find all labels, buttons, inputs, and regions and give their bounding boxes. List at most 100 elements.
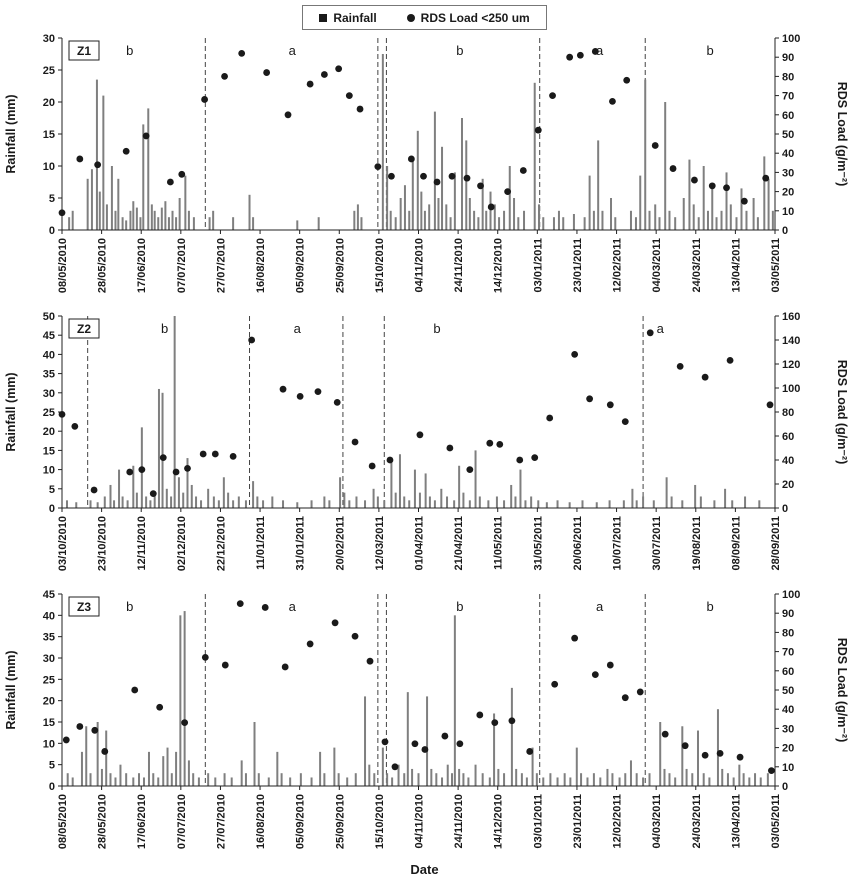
svg-text:23/01/2011: 23/01/2011 <box>572 794 584 848</box>
right-axis-ticks: 0 10 20 30 40 50 60 70 80 90 100 <box>775 589 800 793</box>
chart-panels: 0 5 10 15 20 25 30 0 10 20 30 40 50 60 70 80 90 100 08/05/… <box>0 30 849 864</box>
svg-text:21/04/2011: 21/04/2011 <box>453 516 465 570</box>
svg-text:24/11/2010: 24/11/2010 <box>453 238 465 292</box>
panel-id-box: Z1 <box>68 40 100 61</box>
svg-text:20: 20 <box>782 479 794 491</box>
left-axis-title: Rainfall (mm) <box>4 94 18 173</box>
svg-text:10: 10 <box>43 738 55 750</box>
svg-text:100: 100 <box>782 589 800 601</box>
rds-legend-label: RDS Load <250 um <box>420 10 530 25</box>
svg-text:23/10/2010: 23/10/2010 <box>97 516 109 571</box>
svg-text:b: b <box>706 599 713 614</box>
right-axis-ticks: 0 10 20 30 40 50 60 70 80 90 100 <box>775 33 800 237</box>
svg-text:12/11/2010: 12/11/2010 <box>136 516 148 570</box>
svg-text:0: 0 <box>49 225 55 237</box>
svg-text:15: 15 <box>43 129 55 141</box>
svg-text:80: 80 <box>782 627 794 639</box>
svg-text:Z2: Z2 <box>77 322 91 336</box>
svg-text:05/09/2010: 05/09/2010 <box>295 238 307 293</box>
svg-text:10/07/2011: 10/07/2011 <box>612 516 624 570</box>
svg-text:27/07/2010: 27/07/2010 <box>215 794 227 849</box>
svg-text:13/04/2011: 13/04/2011 <box>730 238 742 292</box>
svg-text:b: b <box>456 599 463 614</box>
period-dividers <box>204 38 646 230</box>
svg-text:03/05/2011: 03/05/2011 <box>770 794 782 848</box>
svg-text:30/07/2011: 30/07/2011 <box>651 516 663 570</box>
svg-text:b: b <box>706 43 713 58</box>
svg-text:03/01/2011: 03/01/2011 <box>532 794 544 848</box>
rds-load-points <box>62 600 775 775</box>
legend-item-rainfall: Rainfall <box>319 10 377 25</box>
svg-text:30: 30 <box>782 167 794 179</box>
svg-text:40: 40 <box>43 610 55 622</box>
svg-text:a: a <box>596 43 604 58</box>
svg-text:100: 100 <box>782 383 800 395</box>
svg-text:35: 35 <box>43 632 55 644</box>
svg-text:08/05/2010: 08/05/2010 <box>57 238 69 293</box>
svg-text:24/03/2011: 24/03/2011 <box>691 794 703 848</box>
svg-text:30: 30 <box>43 388 55 400</box>
x-axis-ticks: 08/05/2010 28/05/2010 17/06/2010 07/07/2010… <box>57 230 782 293</box>
svg-text:03/01/2011: 03/01/2011 <box>532 238 544 292</box>
svg-text:0: 0 <box>49 503 55 515</box>
svg-text:90: 90 <box>782 52 794 64</box>
svg-text:a: a <box>294 321 302 336</box>
svg-text:15: 15 <box>43 717 55 729</box>
rds-load-points <box>58 48 770 217</box>
svg-text:20: 20 <box>43 696 55 708</box>
svg-text:05/09/2010: 05/09/2010 <box>295 794 307 849</box>
svg-text:40: 40 <box>782 148 794 160</box>
svg-text:Z1: Z1 <box>77 44 91 58</box>
svg-text:20: 20 <box>782 743 794 755</box>
svg-text:24/11/2010: 24/11/2010 <box>453 794 465 848</box>
svg-text:50: 50 <box>782 685 794 697</box>
svg-text:140: 140 <box>782 335 800 347</box>
svg-text:35: 35 <box>43 369 55 381</box>
svg-text:17/06/2010: 17/06/2010 <box>136 794 148 849</box>
svg-text:04/11/2010: 04/11/2010 <box>414 794 426 848</box>
svg-text:25: 25 <box>43 674 55 686</box>
svg-text:07/07/2010: 07/07/2010 <box>176 238 188 293</box>
x-axis-title: Date <box>410 862 439 877</box>
rainfall-legend-label: Rainfall <box>333 10 377 25</box>
left-axis-title: Rainfall (mm) <box>4 650 18 729</box>
right-axis-title: RDS Load (g/m⁻²) <box>835 360 849 465</box>
svg-text:08/05/2010: 08/05/2010 <box>57 794 69 849</box>
svg-text:15/10/2010: 15/10/2010 <box>374 794 386 849</box>
svg-text:70: 70 <box>782 91 794 103</box>
rainfall-marker-icon <box>319 13 328 22</box>
svg-text:0: 0 <box>782 781 788 793</box>
svg-text:28/09/2011: 28/09/2011 <box>770 516 782 570</box>
svg-text:30: 30 <box>43 653 55 665</box>
svg-text:15/10/2010: 15/10/2010 <box>374 238 386 293</box>
svg-text:10: 10 <box>782 206 794 218</box>
svg-text:14/12/2010: 14/12/2010 <box>493 238 505 293</box>
svg-text:b: b <box>126 599 133 614</box>
svg-text:80: 80 <box>782 407 794 419</box>
svg-text:20: 20 <box>782 187 794 199</box>
rainfall-bars <box>66 611 769 786</box>
svg-text:08/09/2011: 08/09/2011 <box>730 516 742 570</box>
rainfall-bars <box>68 54 774 230</box>
axes <box>61 594 776 787</box>
svg-text:04/03/2011: 04/03/2011 <box>651 238 663 292</box>
x-axis-ticks: 03/10/2010 23/10/2010 12/11/2010 02/12/2010… <box>57 508 782 571</box>
svg-text:27/07/2010: 27/07/2010 <box>215 238 227 293</box>
svg-text:40: 40 <box>43 349 55 361</box>
svg-text:28/05/2010: 28/05/2010 <box>97 238 109 293</box>
svg-text:23/01/2011: 23/01/2011 <box>572 238 584 292</box>
svg-text:10: 10 <box>43 161 55 173</box>
svg-text:04/03/2011: 04/03/2011 <box>651 794 663 848</box>
svg-text:50: 50 <box>43 311 55 323</box>
svg-text:40: 40 <box>782 455 794 467</box>
svg-text:11/01/2011: 11/01/2011 <box>255 516 267 570</box>
svg-text:45: 45 <box>43 589 55 601</box>
panel-id-box: Z2 <box>68 318 100 339</box>
svg-text:60: 60 <box>782 431 794 443</box>
chart-panel-Z2: 0 5 10 15 20 25 30 35 40 45 50 0 20 40 60 80 100 120 140 16… <box>4 311 849 571</box>
right-axis-ticks: 0 20 40 60 80 100 120 140 160 <box>775 311 800 515</box>
chart-panel-Z3: 0 5 10 15 20 25 30 35 40 45 0 10 20 30 40 50 60 70 80 90 100… <box>4 589 849 849</box>
left-axis-ticks: 0 5 10 15 20 25 30 35 40 45 50 <box>43 311 62 515</box>
